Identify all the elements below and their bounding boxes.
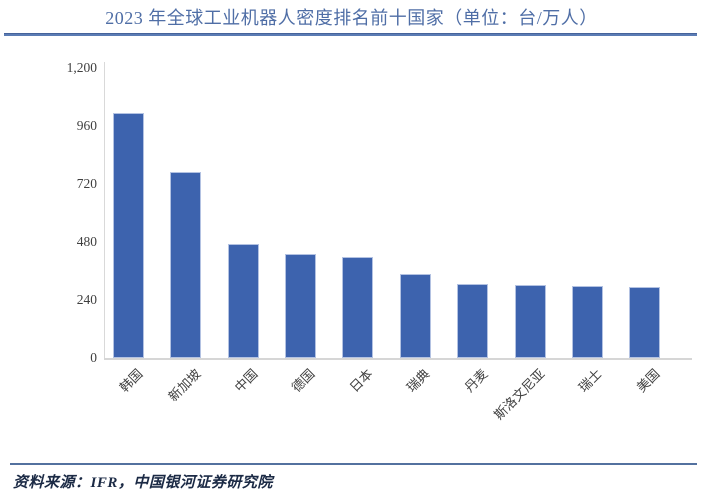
y-axis-tick-label: 960 xyxy=(76,118,97,133)
x-axis-label: 日本 xyxy=(346,366,376,396)
y-axis-tick-label: 480 xyxy=(76,234,97,249)
title-underline xyxy=(4,33,697,36)
bar xyxy=(342,256,374,358)
y-axis-tick-label: 0 xyxy=(90,350,97,365)
x-axis-line xyxy=(104,358,692,360)
x-axis-label: 瑞典 xyxy=(403,366,433,396)
bar xyxy=(227,244,259,358)
x-axis-label: 美国 xyxy=(633,366,663,396)
bar xyxy=(457,284,489,358)
bar xyxy=(399,274,431,358)
x-axis-label: 韩国 xyxy=(116,366,146,396)
bar xyxy=(514,285,546,358)
x-axis-label: 德国 xyxy=(289,366,319,396)
bar xyxy=(284,254,316,358)
bar xyxy=(170,171,202,358)
bar xyxy=(629,286,661,358)
bar xyxy=(112,113,144,358)
y-axis-line xyxy=(104,62,105,358)
bar xyxy=(571,286,603,358)
x-axis-label: 斯洛文尼亚 xyxy=(491,366,548,423)
x-axis-label: 新加坡 xyxy=(165,366,204,405)
page-title: 2023 年全球工业机器人密度排名前十国家（单位：台/万人） xyxy=(105,8,598,28)
x-axis-label: 中国 xyxy=(231,366,261,396)
x-axis-label: 丹麦 xyxy=(461,366,491,396)
y-axis-tick-label: 1,200 xyxy=(66,60,97,75)
x-axis-label: 瑞士 xyxy=(576,366,606,396)
y-axis-tick-label: 720 xyxy=(76,176,97,191)
bar-chart-plot-area: 0 240 480 720 960 1,200 韩国 新加坡 中国 德国 日本 瑞典 丹麦 斯洛文尼亚瑞… xyxy=(66,60,692,423)
y-axis-tick-label: 240 xyxy=(76,292,97,307)
source-separator-line xyxy=(10,463,697,465)
source-note: 资料来源：IFR，中国银河证券研究院 xyxy=(13,475,273,491)
